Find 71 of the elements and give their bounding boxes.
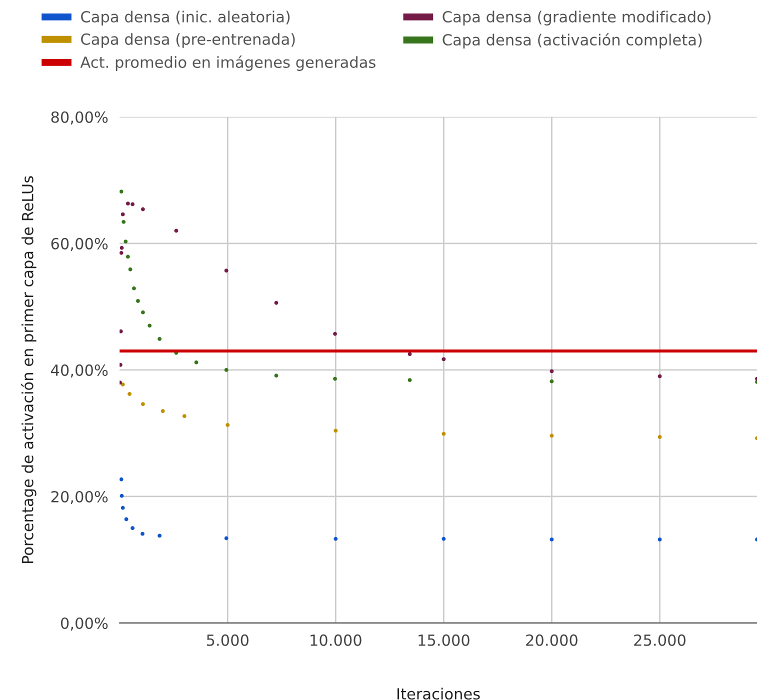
point	[160, 409, 165, 414]
point	[132, 286, 136, 290]
point	[126, 254, 130, 259]
x-tick-label: 5.000	[206, 634, 248, 646]
point	[120, 212, 125, 216]
point	[182, 414, 186, 418]
point	[124, 517, 128, 522]
y-tick-label: 20,00%	[51, 490, 108, 504]
point	[550, 538, 554, 542]
point	[140, 532, 144, 536]
point	[442, 432, 446, 436]
point	[122, 220, 126, 224]
point	[334, 536, 338, 541]
point	[158, 534, 162, 538]
x-tick-label: 20.000	[526, 634, 578, 646]
point	[120, 382, 125, 386]
y-axis-title: Porcentage de activación en primer capa de ReLUs	[20, 176, 36, 563]
point	[442, 536, 446, 541]
point	[158, 336, 162, 341]
point	[140, 310, 145, 314]
point	[148, 324, 152, 328]
y-tick-label: 80,00%	[51, 111, 108, 124]
point	[120, 477, 124, 482]
point	[194, 360, 198, 364]
y-tick-label: 60,00%	[51, 238, 108, 252]
point	[128, 392, 132, 396]
point	[274, 300, 278, 305]
point	[658, 374, 662, 378]
point	[120, 250, 124, 255]
point	[658, 538, 662, 542]
point	[550, 369, 554, 374]
point	[333, 332, 337, 336]
point	[658, 435, 662, 439]
legend-label: Capa densa (pre-entrenada)	[81, 33, 295, 48]
point	[224, 268, 228, 273]
point	[226, 423, 230, 427]
point	[136, 299, 140, 303]
point	[334, 428, 338, 433]
x-tick-label: 15.000	[418, 634, 470, 646]
point	[120, 506, 125, 510]
point	[140, 207, 145, 212]
point	[120, 190, 124, 194]
point	[120, 329, 123, 334]
point	[224, 368, 228, 372]
point	[550, 434, 554, 438]
point	[120, 246, 124, 250]
point	[274, 374, 278, 378]
point	[130, 526, 135, 530]
legend-label: Capa densa (gradiente modificado)	[442, 10, 711, 26]
point	[130, 202, 135, 206]
point	[408, 378, 412, 382]
point	[408, 352, 412, 356]
point	[124, 240, 128, 244]
point	[174, 228, 178, 233]
point	[120, 494, 124, 498]
legend-label: Capa densa (inic. aleatoria)	[81, 10, 290, 26]
legend-label: Act. promedio en imágenes generadas	[80, 56, 376, 71]
point	[126, 202, 130, 206]
point	[120, 362, 122, 367]
point	[333, 376, 337, 381]
point	[550, 379, 554, 384]
legend-label: Capa densa (activación completa)	[442, 33, 702, 49]
point	[442, 357, 446, 362]
point	[128, 267, 132, 272]
x-tick-label: 25.000	[634, 634, 686, 646]
y-tick-label: 0,00%	[60, 617, 108, 631]
point	[140, 402, 145, 406]
y-tick-label: 40,00%	[50, 364, 108, 378]
point	[224, 536, 228, 540]
x-axis-title: Iteraciones	[398, 688, 480, 700]
x-tick-label: 10.000	[310, 634, 362, 646]
